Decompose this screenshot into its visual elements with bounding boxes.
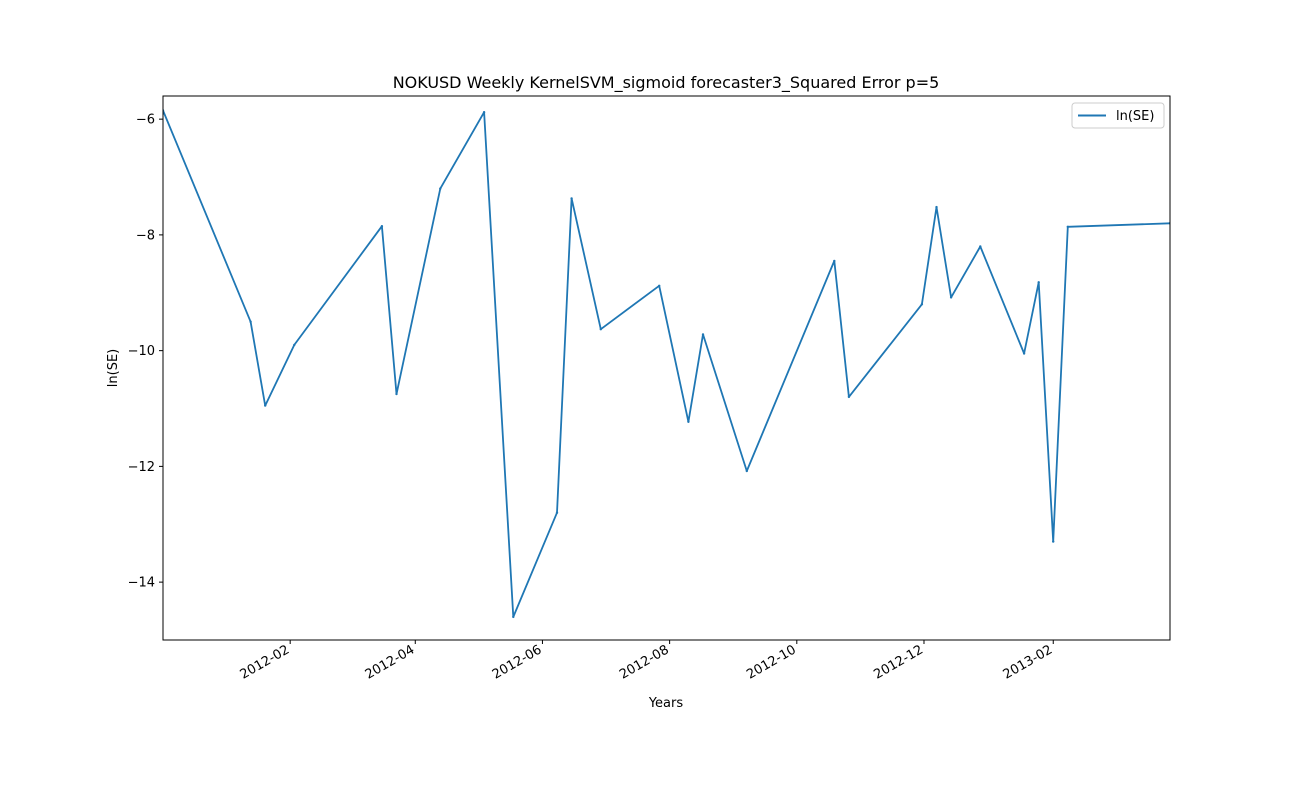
x-axis-label: Years [648,696,684,711]
data-point [599,328,602,331]
legend-box [1071,102,1165,129]
data-point [920,303,924,306]
y-tick-label: −10 [128,344,155,359]
data-point [249,320,252,323]
data-point [1066,225,1070,228]
data-point [570,197,573,200]
data-point [847,395,851,399]
data-point [512,615,515,619]
y-axis-label: ln(SE) [106,349,121,387]
data-point [1037,281,1040,284]
data-point [701,333,705,336]
data-point [1052,540,1055,543]
data-point [482,111,486,114]
data-point [555,511,559,514]
data-point [745,469,748,473]
data-point [264,404,267,407]
legend: ln(SE) [1071,102,1165,129]
data-point [380,225,384,228]
data-point [1022,352,1026,355]
y-tick-label: −6 [136,113,155,128]
y-tick-label: −12 [128,460,155,475]
data-point [439,187,442,190]
data-point [687,420,690,423]
data-point [935,205,938,209]
data-point [979,245,982,248]
data-point [949,296,953,299]
data-point [658,284,661,287]
chart-title: NOKUSD Weekly KernelSVM_sigmoid forecast… [393,73,940,93]
data-point [833,259,836,263]
y-tick-label: −8 [136,228,155,243]
data-point [293,343,296,347]
y-tick-label: −14 [128,576,155,591]
data-point [395,392,398,396]
axes-frame [162,95,1171,641]
legend-entry-label: ln(SE) [1116,109,1154,124]
